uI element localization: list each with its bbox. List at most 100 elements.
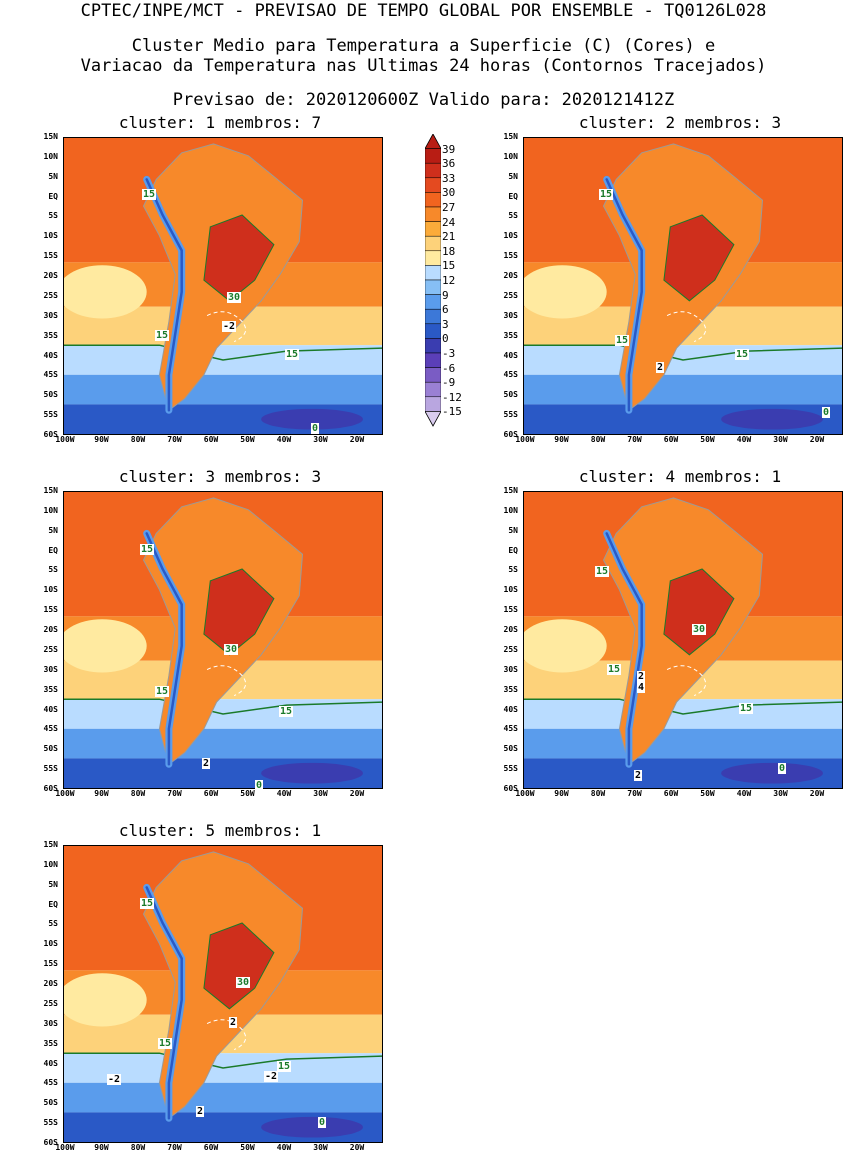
lon-tick-label: 80W bbox=[590, 789, 606, 798]
colorbar-tick-label: 18 bbox=[442, 244, 456, 258]
colorbar-tick-label: -15 bbox=[442, 405, 462, 419]
lon-tick-label: 100W bbox=[515, 435, 535, 444]
contour-label: 0 bbox=[318, 1117, 327, 1128]
colorbar-tick-label: 36 bbox=[442, 157, 456, 171]
lon-tick-label: 60W bbox=[203, 435, 219, 444]
lon-tick-label: 100W bbox=[55, 435, 75, 444]
lat-tick-label: 15N bbox=[503, 486, 518, 495]
lon-tick-label: 90W bbox=[94, 1143, 109, 1152]
cold-pool bbox=[721, 762, 823, 784]
lat-tick-label: 10S bbox=[503, 231, 518, 241]
colorbar-segment bbox=[425, 381, 441, 398]
lat-tick-label: 15S bbox=[503, 605, 518, 615]
lat-tick-label: 10N bbox=[43, 859, 58, 869]
lat-tick-label: 5S bbox=[48, 211, 58, 221]
contour-label: 15 bbox=[140, 898, 155, 909]
contour-label: 15 bbox=[140, 544, 155, 555]
lon-tick-label: 40W bbox=[736, 789, 752, 798]
header-line-4: Previsao de: 2020120600Z Valido para: 20… bbox=[172, 90, 675, 110]
variation-dashed-contour bbox=[206, 665, 247, 697]
lat-tick-label: 50S bbox=[43, 390, 58, 400]
contour-label: 0 bbox=[778, 763, 787, 774]
lat-tick-label: 45S bbox=[43, 370, 58, 380]
lat-tick-label: 10N bbox=[503, 151, 518, 161]
contour-label: 15 bbox=[735, 349, 750, 360]
colorbar-segment bbox=[425, 279, 441, 295]
lat-tick-label: 10S bbox=[503, 585, 518, 595]
lon-tick-label: 100W bbox=[55, 789, 75, 798]
cold-band bbox=[524, 728, 842, 759]
hot-core-region bbox=[203, 214, 275, 302]
lat-tick-label: 35S bbox=[503, 684, 518, 694]
lat-tick-label: 50S bbox=[43, 1098, 58, 1108]
lat-tick-label: 45S bbox=[503, 724, 518, 734]
lon-tick-label: 20W bbox=[809, 789, 825, 798]
lon-tick-label: 90W bbox=[94, 789, 109, 798]
colorbar-tick-label: -6 bbox=[442, 361, 456, 375]
lat-tick-label: 55S bbox=[503, 410, 518, 420]
lat-tick-label: 5N bbox=[508, 525, 518, 535]
lat-tick-label: 60S bbox=[503, 784, 518, 793]
lon-tick-label: 50W bbox=[700, 789, 715, 798]
lat-tick-label: 5S bbox=[48, 565, 58, 575]
contour-label: 15 bbox=[155, 686, 170, 697]
map-panel-cluster-5: cluster: 5 membros: 1 15 15 15 30 2 -2 -… bbox=[0, 821, 383, 1161]
lat-tick-label: 15N bbox=[43, 486, 58, 495]
lon-tick-label: 20W bbox=[349, 435, 365, 444]
lat-tick-label: 15S bbox=[43, 251, 58, 261]
hot-core-region bbox=[203, 568, 275, 656]
lat-tick-label: EQ bbox=[48, 899, 58, 909]
contour-label: 15 bbox=[279, 706, 294, 717]
contour-label: 4 bbox=[637, 682, 646, 693]
lat-tick-label: 25S bbox=[503, 644, 518, 654]
cold-band bbox=[64, 374, 382, 405]
temperature-map bbox=[63, 845, 383, 1143]
contour-label: -2 bbox=[222, 321, 237, 332]
lat-tick-label: EQ bbox=[48, 545, 58, 555]
colorbar-tick-label: 15 bbox=[442, 259, 456, 273]
lon-tick-label: 40W bbox=[276, 435, 292, 444]
variation-dashed-contour bbox=[206, 1019, 247, 1051]
header-line-1: CPTEC/INPE/MCT - PREVISAO DE TEMPO GLOBA… bbox=[80, 1, 767, 21]
lat-tick-label: 10N bbox=[503, 505, 518, 515]
lat-tick-label: 15N bbox=[43, 132, 58, 141]
colorbar-segment bbox=[425, 308, 441, 325]
lat-tick-label: 5N bbox=[48, 879, 58, 889]
pacific-cool-pool bbox=[524, 619, 607, 673]
temperature-map bbox=[523, 491, 843, 789]
lat-tick-label: 60S bbox=[503, 430, 518, 439]
contour-label: 30 bbox=[224, 644, 239, 655]
lat-tick-label: 20S bbox=[503, 271, 518, 281]
lon-tick-label: 30W bbox=[773, 435, 788, 444]
header-line-2: Cluster Medio para Temperatura a Superfi… bbox=[131, 36, 716, 56]
lon-tick-label: 20W bbox=[809, 435, 825, 444]
andes-ridge-core bbox=[605, 178, 643, 412]
colorbar-tick-label: -3 bbox=[442, 347, 456, 360]
lon-tick-label: 60W bbox=[663, 789, 679, 798]
cold-pool bbox=[261, 408, 363, 430]
contour-label: 30 bbox=[236, 977, 251, 988]
isotherm-15 bbox=[524, 344, 842, 361]
lat-tick-label: EQ bbox=[48, 191, 58, 201]
map-canvas bbox=[64, 138, 382, 434]
lat-tick-label: 15N bbox=[503, 132, 518, 141]
colorbar-segment bbox=[425, 235, 441, 252]
lat-tick-label: 50S bbox=[43, 744, 58, 754]
map-canvas bbox=[64, 492, 382, 788]
lat-tick-label: 45S bbox=[503, 370, 518, 380]
contour-label: 15 bbox=[155, 330, 170, 341]
contour-label: 2 bbox=[229, 1017, 238, 1028]
lon-tick-label: 20W bbox=[349, 789, 365, 798]
colorbar-tick-label: 33 bbox=[442, 171, 456, 185]
lat-tick-label: 15S bbox=[503, 251, 518, 261]
lat-tick-label: 55S bbox=[43, 410, 58, 420]
contour-label: 0 bbox=[255, 780, 264, 791]
lat-tick-label: 5N bbox=[508, 171, 518, 181]
colorbar-bottom-arrow bbox=[425, 410, 441, 427]
lat-tick-label: 15S bbox=[43, 605, 58, 615]
andes-ridge-core bbox=[145, 178, 183, 412]
lon-tick-label: 100W bbox=[55, 1143, 75, 1152]
colorbar-tick-label: 21 bbox=[442, 230, 456, 244]
lat-tick-label: 40S bbox=[43, 350, 58, 360]
lat-tick-label: 45S bbox=[43, 724, 58, 734]
